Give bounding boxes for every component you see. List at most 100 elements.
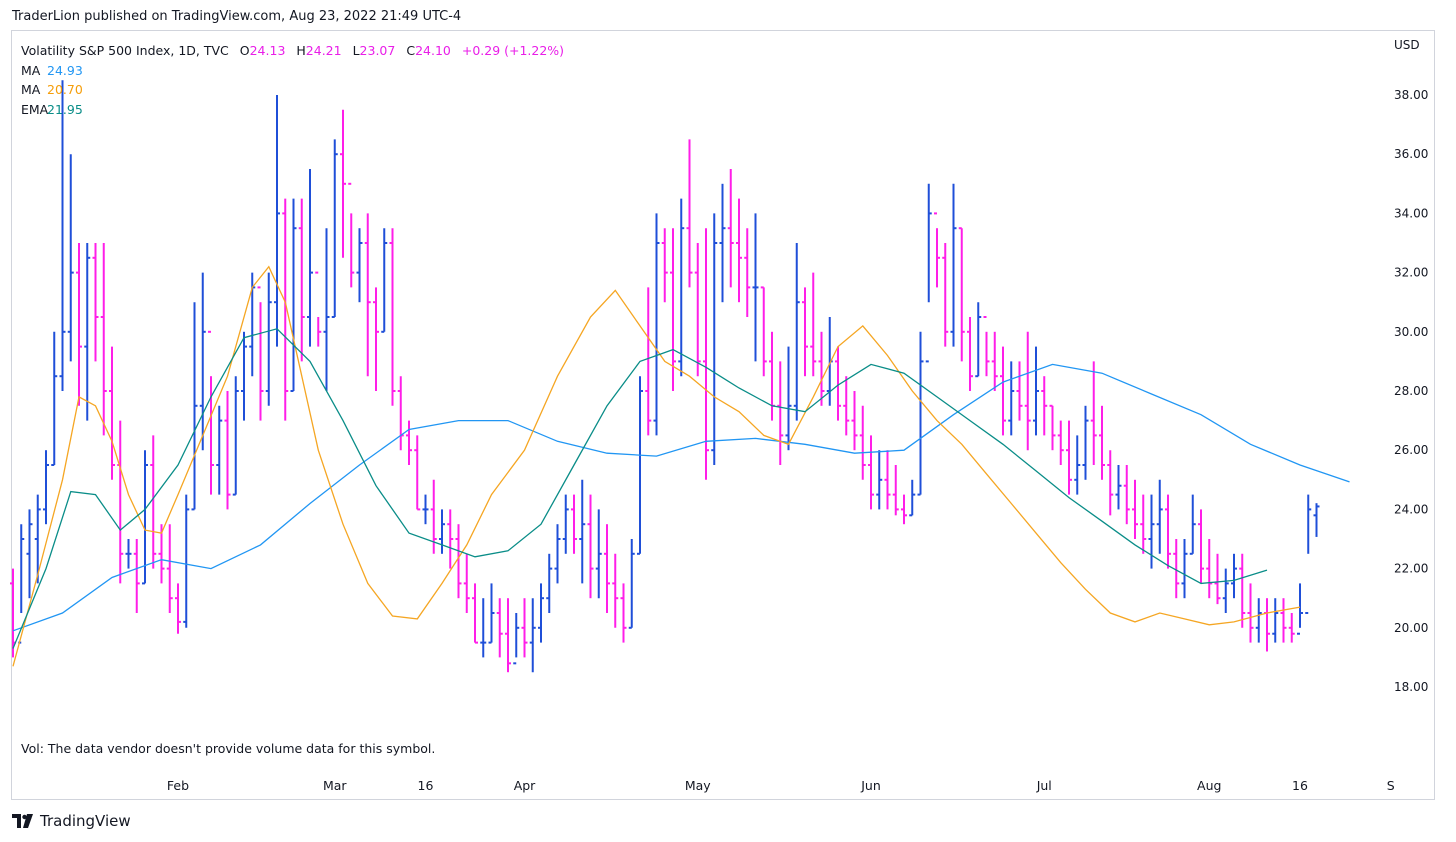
price-bar xyxy=(521,598,528,658)
price-bar xyxy=(727,169,734,288)
price-tick-label: 28.00 xyxy=(1394,384,1428,398)
price-bar xyxy=(711,213,718,465)
price-bar xyxy=(1123,465,1130,525)
price-bar xyxy=(59,80,66,391)
price-bar xyxy=(274,95,280,347)
indicator-line-2 xyxy=(12,328,1268,649)
price-bar xyxy=(26,509,33,599)
time-tick-label: Feb xyxy=(167,778,189,793)
indicator-name: MA xyxy=(21,82,41,97)
price-bar xyxy=(777,361,784,465)
price-bar xyxy=(851,391,858,451)
price-bar xyxy=(331,139,338,318)
price-bar xyxy=(1173,539,1180,599)
price-bar xyxy=(298,198,305,362)
symbol-row[interactable]: Volatility S&P 500 Index, 1D, TVC O24.13… xyxy=(21,41,564,61)
price-tick-label: 34.00 xyxy=(1394,206,1428,220)
price-bar xyxy=(1066,420,1072,495)
price-bar xyxy=(34,494,41,584)
price-bar xyxy=(323,228,330,391)
indicator-row-ema[interactable]: EMA21.95 xyxy=(21,100,564,120)
price-bar xyxy=(802,287,808,377)
price-bar xyxy=(117,420,124,584)
price-bar xyxy=(1140,494,1147,554)
price-bar xyxy=(1288,613,1295,643)
symbol-title[interactable]: Volatility S&P 500 Index, 1D, TVC xyxy=(21,43,229,58)
price-bar xyxy=(183,494,190,628)
price-bar xyxy=(109,346,115,480)
price-bar xyxy=(397,376,404,451)
price-bar xyxy=(686,139,693,288)
price-bar xyxy=(835,346,841,421)
price-bar xyxy=(76,243,82,406)
indicator-value: 20.70 xyxy=(47,82,83,97)
price-tick-label: 32.00 xyxy=(1394,266,1428,280)
price-bar xyxy=(612,553,619,628)
price-tick-label: 20.00 xyxy=(1394,621,1428,635)
brand-name: TradingView xyxy=(40,812,131,830)
price-bar xyxy=(381,228,388,333)
price-bar xyxy=(950,183,957,347)
price-bar xyxy=(1107,450,1114,516)
price-bar xyxy=(1156,479,1163,554)
price-bar xyxy=(967,317,973,391)
price-bar xyxy=(100,243,107,436)
price-bar xyxy=(736,198,742,303)
time-tick-label: Mar xyxy=(323,778,347,793)
price-bar xyxy=(84,243,91,421)
price-bar xyxy=(1206,539,1213,599)
price-bar xyxy=(1181,539,1188,599)
time-axis[interactable]: Feb Mar 16 Apr May Jun Jul Aug 16 S xyxy=(167,778,1395,793)
price-bar xyxy=(1024,331,1031,451)
price-bar xyxy=(1008,361,1015,436)
price-bar xyxy=(934,212,940,288)
price-bar xyxy=(1082,405,1089,480)
chart-legend: Volatility S&P 500 Index, 1D, TVC O24.13… xyxy=(21,41,564,119)
currency-label[interactable]: USD xyxy=(1394,38,1420,52)
price-bar xyxy=(571,494,577,554)
time-tick-label: Apr xyxy=(514,778,536,793)
price-bar xyxy=(191,302,198,511)
time-tick-label: Jul xyxy=(1036,778,1052,793)
price-bar xyxy=(1099,405,1105,480)
low-value: 23.07 xyxy=(359,43,396,58)
price-bar xyxy=(1148,494,1155,569)
price-axis[interactable]: 18.00 20.00 22.00 24.00 26.00 28.00 30.00 32.00… xyxy=(1394,88,1428,694)
price-bar xyxy=(1132,479,1138,539)
price-bar xyxy=(859,405,866,480)
brand-footer[interactable]: TradingView xyxy=(12,812,131,830)
price-bar xyxy=(884,450,891,510)
price-bar xyxy=(1000,346,1006,436)
price-bar xyxy=(868,435,874,510)
price-bar xyxy=(1280,598,1287,643)
price-bar xyxy=(480,598,487,658)
price-bar xyxy=(917,331,924,496)
price-bar xyxy=(232,376,239,496)
price-bar xyxy=(628,539,635,629)
price-tick-label: 24.00 xyxy=(1394,502,1428,516)
price-bar xyxy=(1305,494,1312,614)
indicator-row-ma-long[interactable]: MA 24.93 xyxy=(21,61,564,81)
indicator-name: MA xyxy=(21,62,41,78)
price-bar xyxy=(538,583,544,643)
price-bar xyxy=(241,331,247,421)
price-bar xyxy=(909,479,916,517)
high-value: 24.21 xyxy=(305,43,342,58)
price-bar xyxy=(1313,503,1320,537)
price-bar xyxy=(150,435,157,569)
price-bar xyxy=(439,509,445,554)
high-label: H xyxy=(296,43,306,58)
price-bar xyxy=(307,169,313,347)
price-bar xyxy=(793,243,800,421)
price-bar xyxy=(290,198,297,392)
price-bar xyxy=(265,272,272,406)
close-label: C xyxy=(406,43,416,58)
price-bar xyxy=(1189,494,1196,555)
price-bar xyxy=(587,494,594,599)
price-bar xyxy=(546,553,553,613)
price-bar xyxy=(529,598,536,673)
indicator-row-ma-short[interactable]: MA 20.70 xyxy=(21,80,564,100)
price-bar xyxy=(158,524,165,584)
price-bar xyxy=(1231,553,1237,599)
